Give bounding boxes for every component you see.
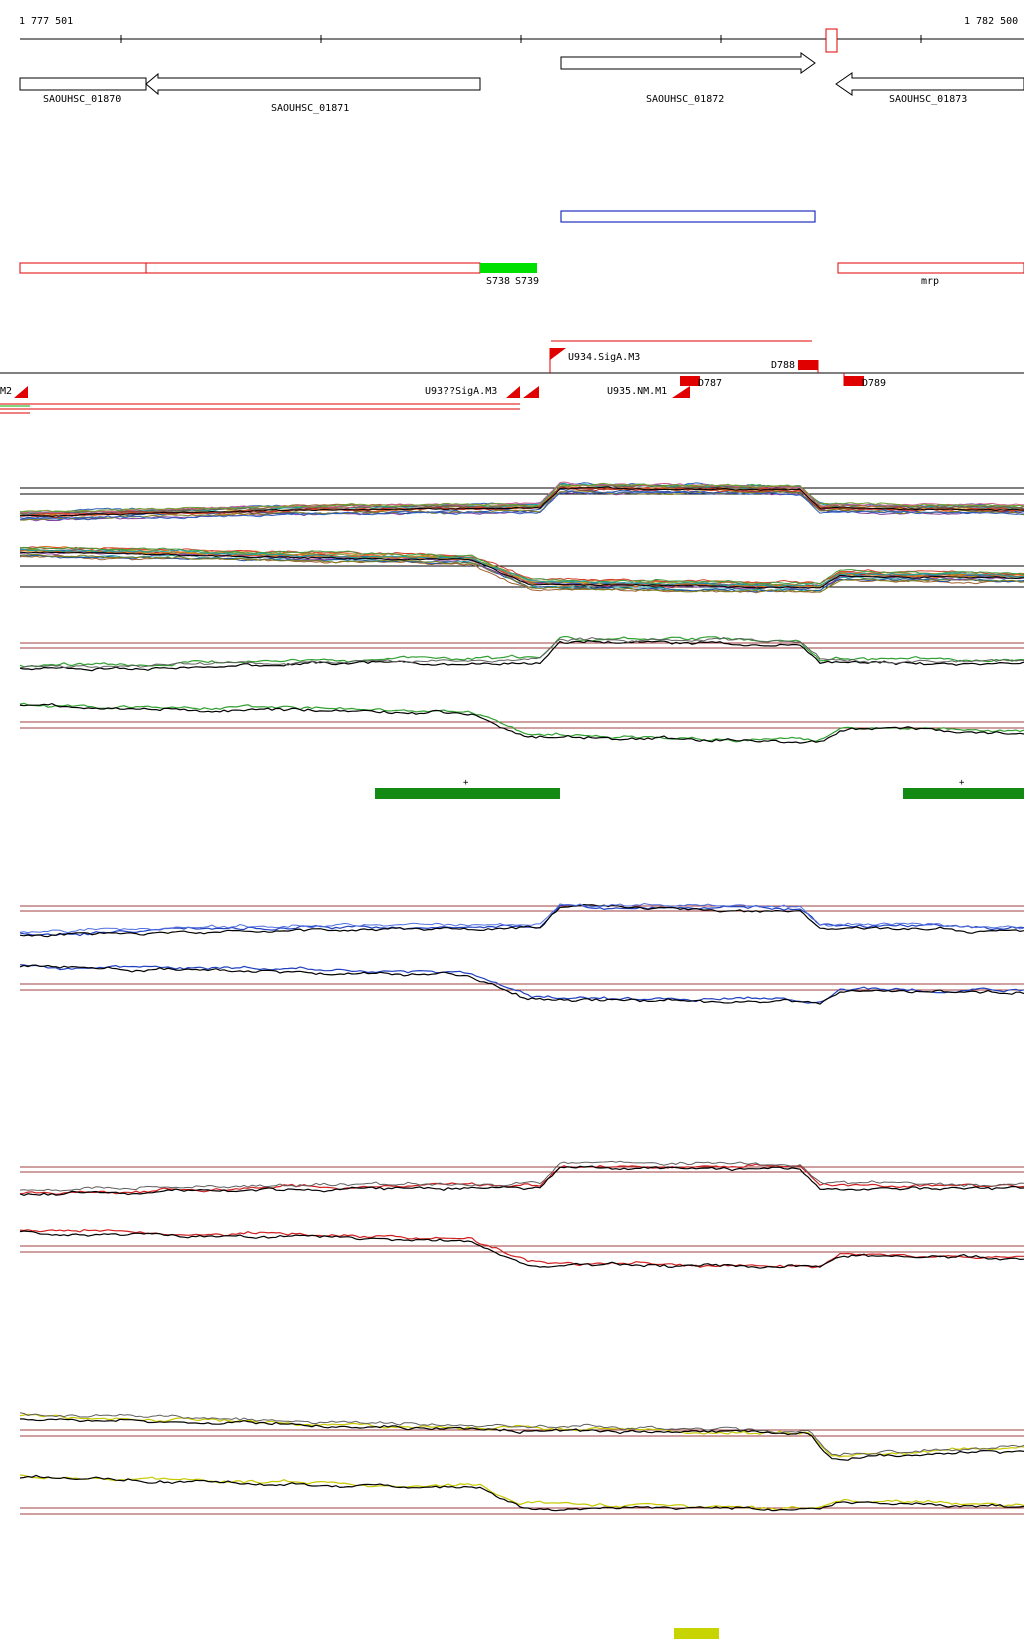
coordinate-ruler: 1 777 501 1 782 500 [19, 16, 1024, 53]
multi-traces-forward [19, 481, 1024, 522]
expression-panel-green: + + [19, 635, 1024, 799]
expression-trace [19, 702, 1024, 744]
expression-trace [19, 554, 1024, 593]
expression-trace [19, 902, 1024, 934]
expression-trace [19, 1474, 1024, 1511]
segment-label-mrp: mrp [921, 276, 939, 287]
gene-SAOUHSC_01870[interactable]: SAOUHSC_01870 [19, 77, 147, 105]
gene-SAOUHSC_01873[interactable]: SAOUHSC_01873 [835, 72, 1024, 105]
segment-box[interactable] [19, 262, 147, 274]
expression-mark-plus: + [959, 778, 965, 788]
terminator-label-d787: D787 [698, 378, 722, 389]
expression-segment-plus[interactable] [903, 788, 1024, 799]
green-traces [19, 635, 1024, 744]
blue-traces [19, 902, 1024, 1005]
gene-label: SAOUHSC_01871 [271, 103, 349, 114]
expression-segment-plus[interactable] [375, 788, 560, 799]
expression-panel-red [19, 1160, 1024, 1269]
promoter-label-u934: U934.SigA.M3 [568, 352, 640, 363]
expression-trace [19, 490, 1024, 521]
expression-trace [19, 553, 1024, 593]
expression-trace [19, 482, 1024, 513]
expression-mark-plus: + [463, 778, 469, 788]
expression-trace [19, 551, 1024, 589]
terminator-label-d789: D789 [862, 378, 886, 389]
gene-SAOUHSC_01872[interactable]: SAOUHSC_01872 [560, 52, 816, 105]
expression-trace [19, 1230, 1024, 1269]
promoter-flag[interactable] [672, 373, 690, 398]
promoter-label-u93x: U93??SigA.M3 [425, 386, 497, 397]
yellow-traces [19, 1412, 1024, 1512]
expression-trace [19, 1412, 1024, 1457]
expression-trace [19, 1228, 1024, 1269]
terminator-label-d788: D788 [771, 360, 795, 371]
ruler-position-marker[interactable] [825, 28, 838, 53]
expression-trace [19, 549, 1024, 589]
promoter-label-u935: U935.NM.M1 [607, 386, 667, 397]
terminator-block[interactable] [798, 360, 818, 370]
gene-label: SAOUHSC_01873 [889, 94, 967, 105]
expression-panel-blue [19, 902, 1024, 1005]
promoter-flag[interactable] [14, 373, 28, 398]
segment-box-highlighted[interactable] [480, 263, 537, 273]
expression-segment-minus[interactable] [674, 1628, 719, 1639]
promoter-flag[interactable] [550, 348, 566, 373]
expression-panel-yellow [19, 1412, 1024, 1639]
expression-trace [19, 1165, 1024, 1197]
blue-feature-box[interactable] [560, 210, 816, 223]
expression-trace [20, 548, 1024, 588]
segment-box[interactable] [837, 262, 1024, 274]
segment-track: S738 S739 mrp [19, 262, 1024, 287]
expression-trace [19, 702, 1024, 743]
expression-trace [19, 635, 1024, 668]
promoter-flag[interactable] [523, 373, 539, 398]
gene-SAOUHSC_01871[interactable]: SAOUHSC_01871 [145, 72, 481, 114]
gene-label: SAOUHSC_01870 [43, 94, 121, 105]
expression-trace [19, 1160, 1024, 1192]
ruler-start-label: 1 777 501 [19, 16, 73, 27]
promoter-label-m2: M2 [0, 386, 12, 397]
expression-trace [19, 490, 1024, 521]
expression-trace [19, 639, 1024, 672]
expression-trace [19, 903, 1024, 938]
segment-box[interactable] [145, 262, 481, 274]
expression-trace [19, 964, 1024, 1005]
expression-trace [19, 903, 1024, 937]
expression-trace [19, 486, 1024, 517]
expression-trace [19, 1418, 1024, 1461]
expression-trace [19, 1163, 1024, 1195]
promoter-flag[interactable] [506, 373, 520, 398]
gene-track: SAOUHSC_01870 SAOUHSC_01871 SAOUHSC_0187… [19, 52, 1024, 114]
terminator-block[interactable] [680, 376, 700, 386]
terminator-block[interactable] [844, 376, 864, 386]
ruler-end-label: 1 782 500 [964, 16, 1018, 27]
expression-panel-multi [19, 481, 1024, 594]
segment-label-s738: S738 [486, 276, 510, 287]
promoter-track: U934.SigA.M3 U93??SigA.M3 U935.NM.M1 D78… [0, 340, 1024, 414]
segment-label-s739: S739 [515, 276, 539, 287]
red-traces [19, 1160, 1024, 1269]
expression-trace [19, 1474, 1024, 1512]
gene-label: SAOUHSC_01872 [646, 94, 724, 105]
expression-trace [19, 484, 1024, 516]
expression-trace [19, 636, 1024, 669]
multi-traces-reverse [19, 546, 1024, 594]
expression-trace [19, 964, 1024, 1004]
